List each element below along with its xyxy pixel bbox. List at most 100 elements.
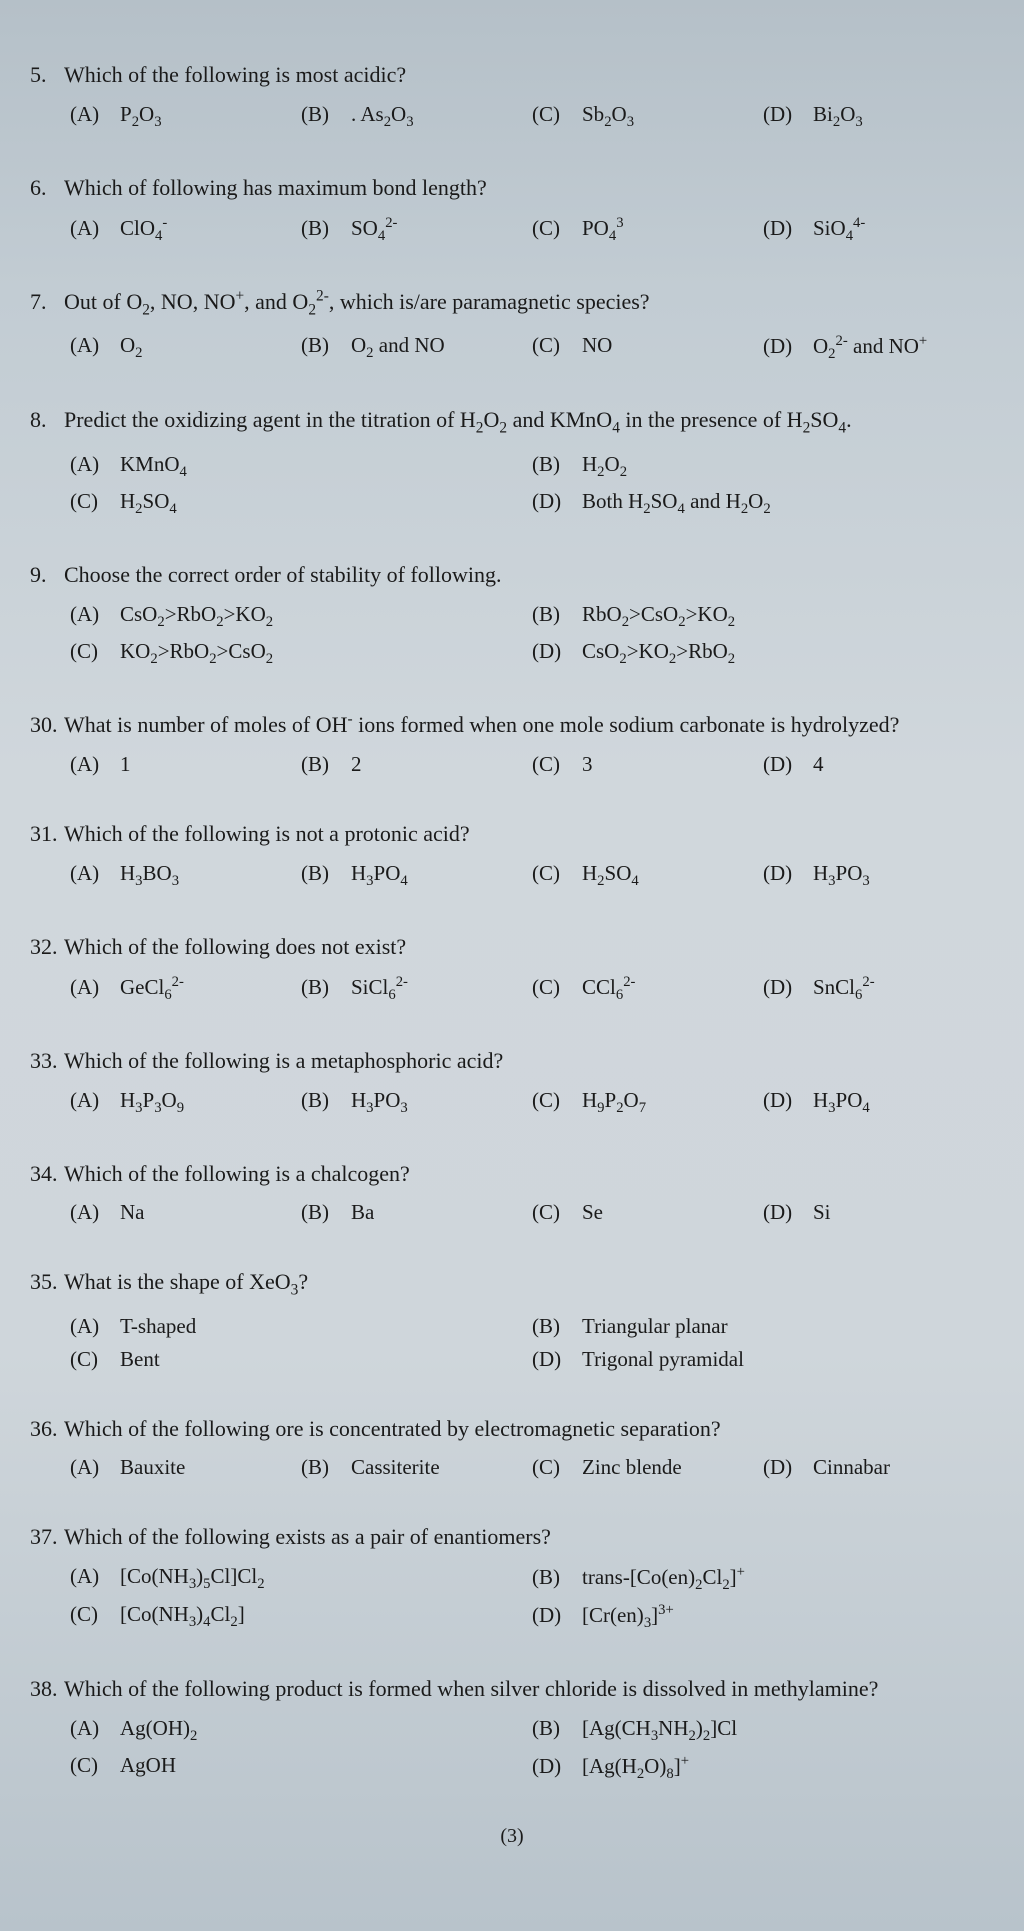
option[interactable]: (B)Triangular planar <box>532 1310 994 1343</box>
options: (A)Bauxite(B)Cassiterite(C)Zinc blende(D… <box>30 1451 994 1484</box>
option-label: (B) <box>532 1314 582 1339</box>
option-label: (C) <box>532 861 582 886</box>
option[interactable]: (C)Se <box>532 1196 763 1229</box>
option[interactable]: (A)P2O3 <box>70 98 301 135</box>
option[interactable]: (A)Bauxite <box>70 1451 301 1484</box>
option[interactable]: (B)Cassiterite <box>301 1451 532 1484</box>
option[interactable]: (D)Si <box>763 1196 994 1229</box>
question: 36.Which of the following ore is concent… <box>30 1414 994 1485</box>
option[interactable]: (C)NO <box>532 329 763 367</box>
option[interactable]: (B)SiCl62- <box>301 970 532 1008</box>
question-text: 38.Which of the following product is for… <box>30 1674 994 1704</box>
option[interactable]: (D)4 <box>763 748 994 781</box>
option-text: Cinnabar <box>813 1455 890 1480</box>
question-text: 35.What is the shape of XeO3? <box>30 1267 994 1301</box>
option[interactable]: (B). As2O3 <box>301 98 532 135</box>
option[interactable]: (C)Zinc blende <box>532 1451 763 1484</box>
option[interactable]: (D)SnCl62- <box>763 970 994 1008</box>
option-label: (A) <box>70 333 120 358</box>
option[interactable]: (A)H3BO3 <box>70 857 301 894</box>
option-label: (A) <box>70 1200 120 1225</box>
option[interactable]: (A)Ag(OH)2 <box>70 1712 532 1749</box>
option[interactable]: (D)H3PO3 <box>763 857 994 894</box>
option-text: O2 and NO <box>351 333 445 362</box>
options: (A)ClO4-(B)SO42-(C)PO43(D)SiO44- <box>30 211 994 249</box>
question: 38.Which of the following product is for… <box>30 1674 994 1787</box>
option-text: PO43 <box>582 215 624 245</box>
option[interactable]: (D)CsO2>KO2>RbO2 <box>532 635 994 672</box>
option-text: 2 <box>351 752 362 777</box>
option-label: (D) <box>763 334 813 359</box>
option[interactable]: (B)trans-[Co(en)2Cl2]+ <box>532 1560 994 1598</box>
option[interactable]: (C)Sb2O3 <box>532 98 763 135</box>
option[interactable]: (A)T-shaped <box>70 1310 532 1343</box>
question-stem: What is number of moles of OH- ions form… <box>64 712 899 737</box>
option-text: 4 <box>813 752 824 777</box>
option-label: (A) <box>70 102 120 127</box>
option[interactable]: (A)ClO4- <box>70 211 301 249</box>
option[interactable]: (D)SiO44- <box>763 211 994 249</box>
option-text: H3P3O9 <box>120 1088 184 1117</box>
question: 30.What is number of moles of OH- ions f… <box>30 710 994 781</box>
option[interactable]: (B)2 <box>301 748 532 781</box>
option[interactable]: (B)H3PO4 <box>301 857 532 894</box>
option[interactable]: (D)[Ag(H2O)8]+ <box>532 1749 994 1787</box>
option[interactable]: (B)H2O2 <box>532 448 994 485</box>
option[interactable]: (C)3 <box>532 748 763 781</box>
option[interactable]: (C)AgOH <box>70 1749 532 1787</box>
option[interactable]: (D)H3PO4 <box>763 1084 994 1121</box>
option[interactable]: (C)[Co(NH3)4Cl2] <box>70 1598 532 1636</box>
option[interactable]: (D)[Cr(en)3]3+ <box>532 1598 994 1636</box>
option-text: 3 <box>582 752 593 777</box>
option[interactable]: (D)Cinnabar <box>763 1451 994 1484</box>
option[interactable]: (A)CsO2>RbO2>KO2 <box>70 598 532 635</box>
options: (A)1(B)2(C)3(D)4 <box>30 748 994 781</box>
option[interactable]: (C)H2SO4 <box>532 857 763 894</box>
option[interactable]: (D)Both H2SO4 and H2O2 <box>532 485 994 522</box>
option-label: (C) <box>70 1347 120 1372</box>
option[interactable]: (B)Ba <box>301 1196 532 1229</box>
option[interactable]: (C)H2SO4 <box>70 485 532 522</box>
option-label: (B) <box>301 1455 351 1480</box>
option-label: (D) <box>532 489 582 514</box>
option[interactable]: (A)1 <box>70 748 301 781</box>
option-text: H3PO3 <box>813 861 870 890</box>
option[interactable]: (B)O2 and NO <box>301 329 532 367</box>
question-number: 32. <box>30 932 64 962</box>
option[interactable]: (C)PO43 <box>532 211 763 249</box>
option-text: Trigonal pyramidal <box>582 1347 744 1372</box>
option[interactable]: (B)H3PO3 <box>301 1084 532 1121</box>
option[interactable]: (A)O2 <box>70 329 301 367</box>
option[interactable]: (A)[Co(NH3)5Cl]Cl2 <box>70 1560 532 1598</box>
option[interactable]: (D)Trigonal pyramidal <box>532 1343 994 1376</box>
option[interactable]: (C)H9P2O7 <box>532 1084 763 1121</box>
option[interactable]: (B)RbO2>CsO2>KO2 <box>532 598 994 635</box>
options: (A)P2O3(B). As2O3(C)Sb2O3(D)Bi2O3 <box>30 98 994 135</box>
option[interactable]: (C)KO2>RbO2>CsO2 <box>70 635 532 672</box>
option-label: (D) <box>763 1088 813 1113</box>
option-label: (A) <box>70 1455 120 1480</box>
option[interactable]: (C)CCl62- <box>532 970 763 1008</box>
option-text: Bauxite <box>120 1455 185 1480</box>
option-text: P2O3 <box>120 102 162 131</box>
option[interactable]: (C)Bent <box>70 1343 532 1376</box>
question: 35.What is the shape of XeO3? (A)T-shaped… <box>30 1267 994 1375</box>
option-text: 1 <box>120 752 131 777</box>
option[interactable]: (A)KMnO4 <box>70 448 532 485</box>
option-text: GeCl62- <box>120 974 184 1004</box>
option[interactable]: (B)SO42- <box>301 211 532 249</box>
option-text: trans-[Co(en)2Cl2]+ <box>582 1564 745 1594</box>
option-text: [Ag(CH3NH2)2]Cl <box>582 1716 737 1745</box>
question: 33.Which of the following is a metaphosp… <box>30 1046 994 1121</box>
option[interactable]: (B)[Ag(CH3NH2)2]Cl <box>532 1712 994 1749</box>
question-stem: Which of the following exists as a pair … <box>64 1524 551 1549</box>
option[interactable]: (A)Na <box>70 1196 301 1229</box>
option-text: Se <box>582 1200 603 1225</box>
option[interactable]: (D)Bi2O3 <box>763 98 994 135</box>
option-label: (C) <box>70 639 120 664</box>
option-text: CCl62- <box>582 974 635 1004</box>
option[interactable]: (A)GeCl62- <box>70 970 301 1008</box>
option[interactable]: (D)O22- and NO+ <box>763 329 994 367</box>
option[interactable]: (A)H3P3O9 <box>70 1084 301 1121</box>
option-label: (C) <box>70 1753 120 1778</box>
